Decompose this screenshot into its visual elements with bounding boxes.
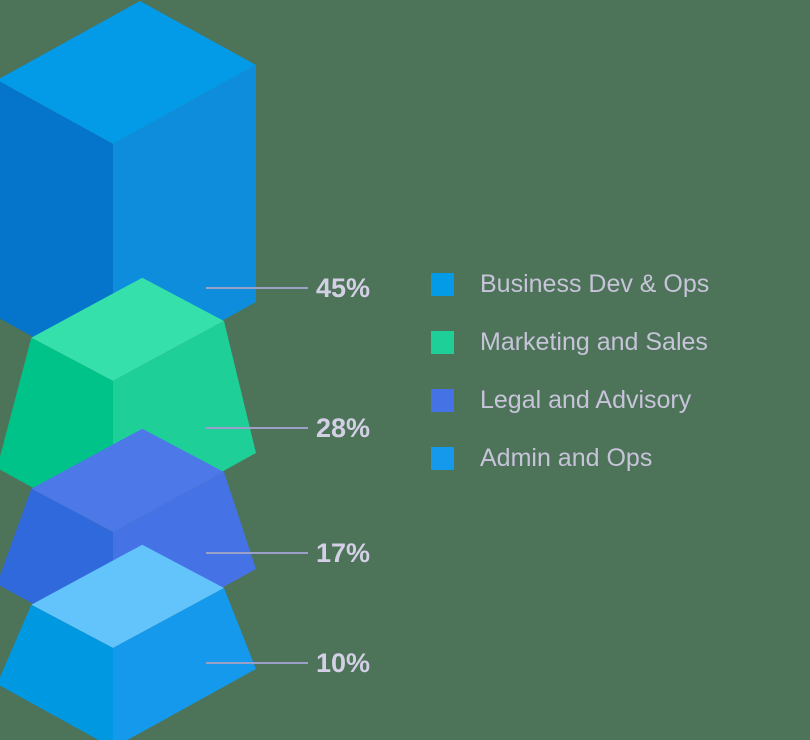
svg-text:17%: 17% xyxy=(316,538,370,568)
svg-text:45%: 45% xyxy=(316,273,370,303)
svg-text:Marketing and Sales: Marketing and Sales xyxy=(480,328,708,356)
svg-text:Business Dev & Ops: Business Dev & Ops xyxy=(480,270,709,298)
svg-text:28%: 28% xyxy=(316,413,370,443)
svg-text:10%: 10% xyxy=(316,648,370,678)
svg-text:Legal and Advisory: Legal and Advisory xyxy=(480,386,692,414)
svg-text:Admin and Ops: Admin and Ops xyxy=(480,444,652,472)
